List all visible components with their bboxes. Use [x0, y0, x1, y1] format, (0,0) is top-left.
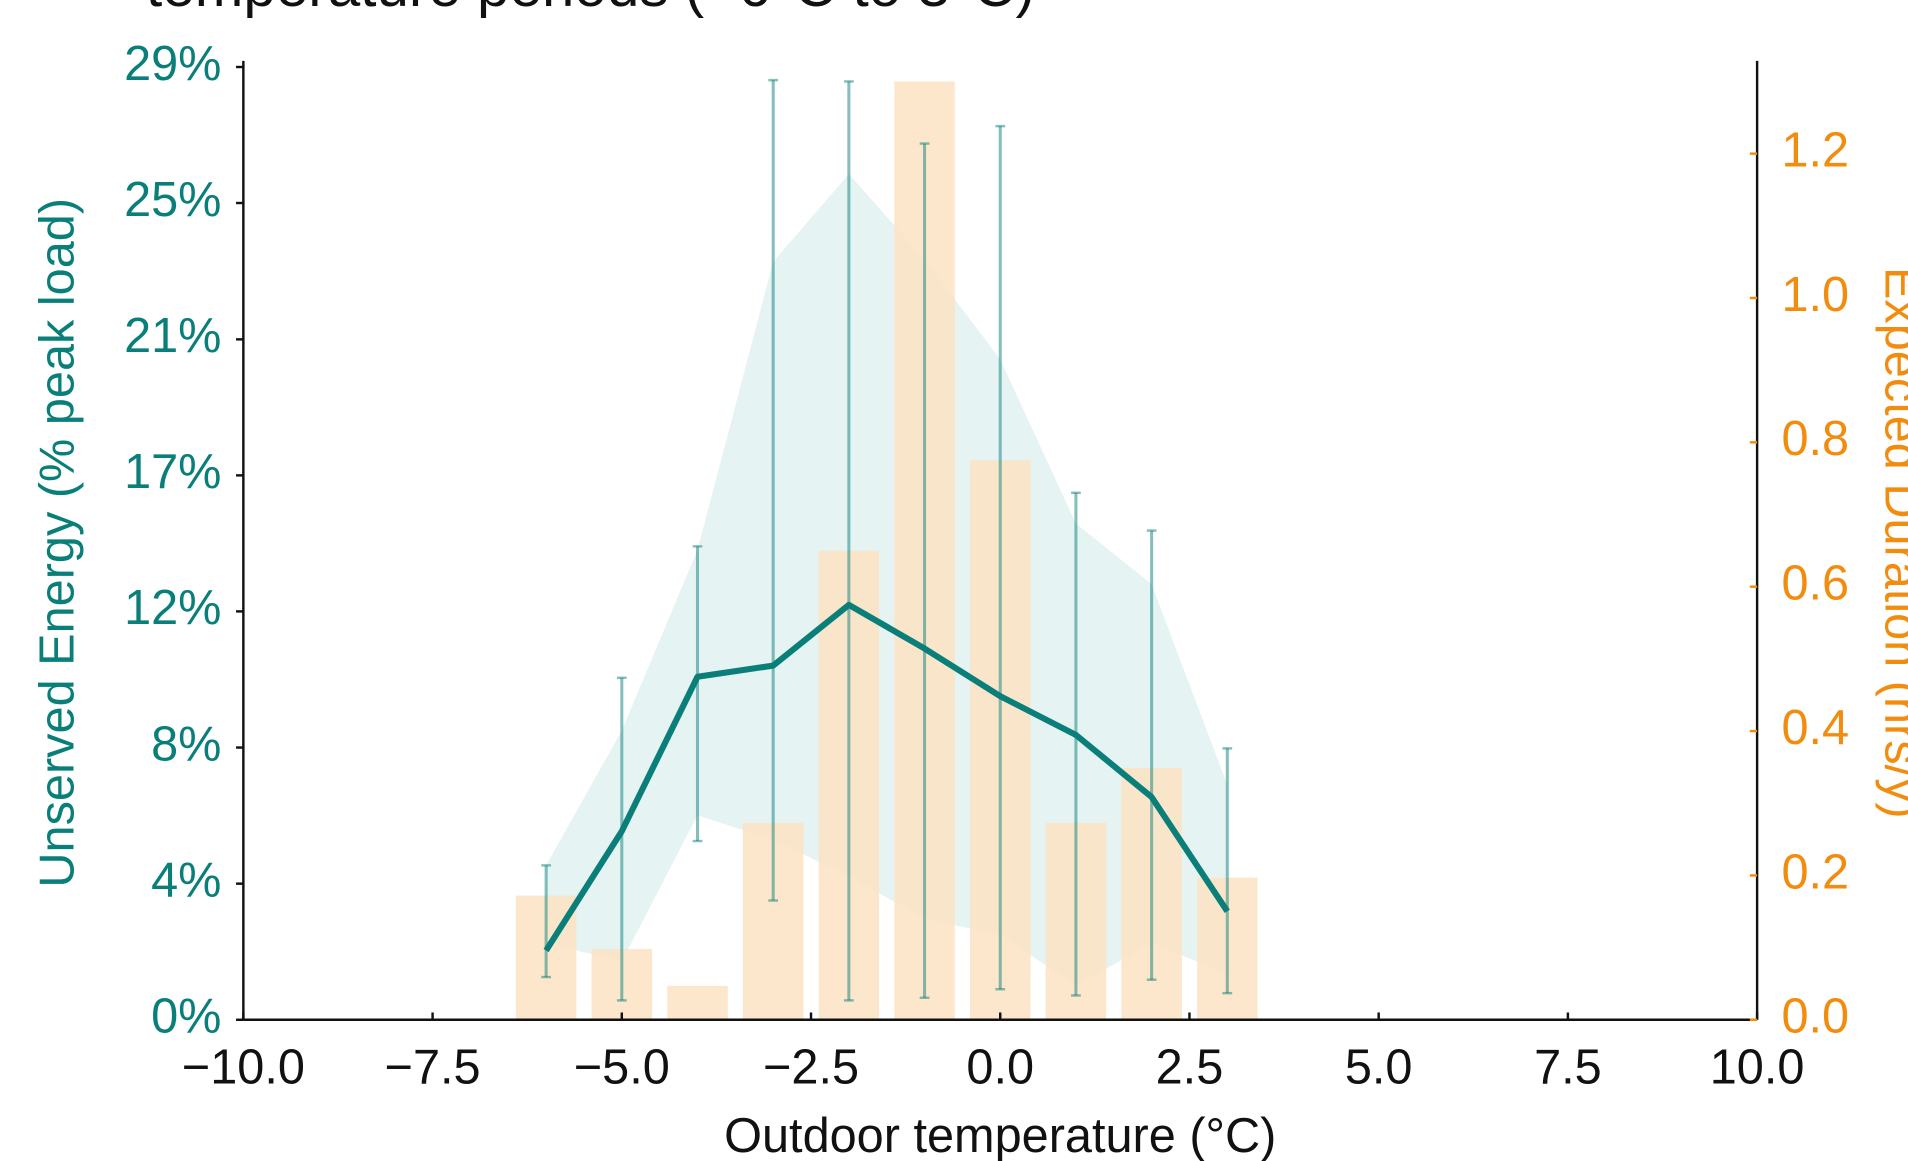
x-tick-label: 0.0 — [966, 1041, 1034, 1095]
y-tick-label: 0% — [151, 990, 221, 1044]
y-tick-label: 25% — [124, 173, 221, 227]
y2-tick-label: 0.2 — [1781, 845, 1849, 899]
line — [543, 601, 1230, 953]
x-tick-label: 7.5 — [1534, 1041, 1602, 1095]
x-tick-label: −2.5 — [763, 1041, 859, 1095]
y-tick-label: 17% — [124, 445, 221, 499]
y-tick-label: 4% — [151, 854, 221, 908]
y2-tick-label: 1.0 — [1781, 268, 1849, 322]
y2-tick-label: 0.8 — [1781, 412, 1849, 466]
x-axis-label: Outdoor temperature (°C) — [724, 1109, 1276, 1161]
y-tick-label: 12% — [124, 581, 221, 635]
x-tick-label: −10.0 — [182, 1041, 305, 1095]
x-tick-label: 10.0 — [1710, 1041, 1805, 1095]
y-tick-label: 8% — [151, 717, 221, 771]
y-tick-label: 21% — [124, 309, 221, 363]
x-tick-label: 2.5 — [1156, 1041, 1224, 1095]
band — [546, 174, 1228, 986]
x-tick-label: −5.0 — [574, 1041, 670, 1095]
bar — [667, 985, 728, 1020]
y2-tick-label: 0.6 — [1781, 557, 1849, 611]
y2-tick-label: 0.0 — [1781, 990, 1849, 1044]
y2-tick-label: 1.2 — [1781, 123, 1849, 177]
y2-tick-label: 0.4 — [1781, 701, 1849, 755]
y-tick-label: 29% — [124, 37, 221, 91]
y2-axis-label: Expected Duration (hrs/y) — [1874, 267, 1908, 819]
x-tick-label: 5.0 — [1345, 1041, 1413, 1095]
y-axis-label: Unserved Energy (% peak load) — [31, 198, 85, 888]
x-tick-label: −7.5 — [385, 1041, 481, 1095]
chart-title: temperature periods (−6°C to 3°C) — [146, 0, 1035, 19]
